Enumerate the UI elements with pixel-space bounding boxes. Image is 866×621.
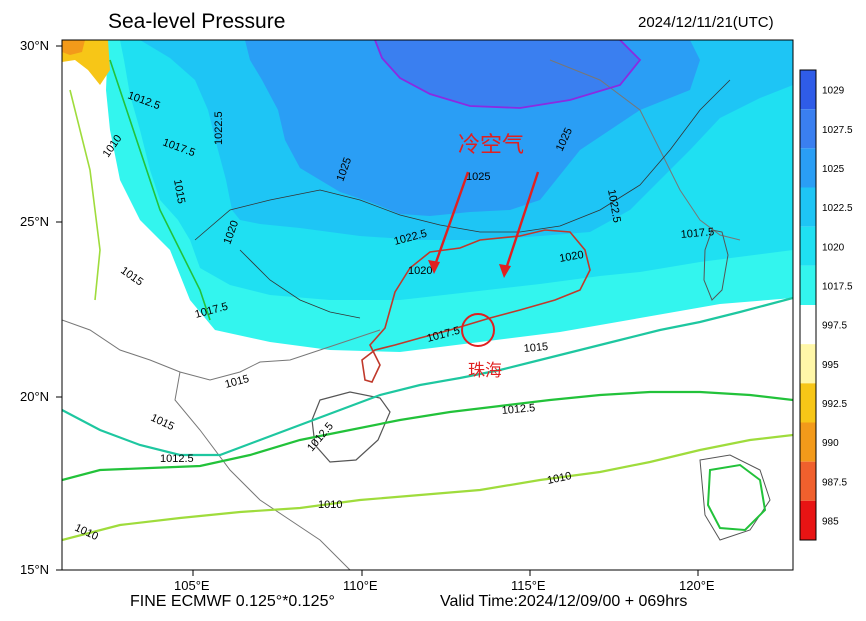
colorbar-label: 1029 — [822, 86, 845, 97]
cold-air-arrows — [428, 171, 540, 278]
colorbar-label: 990 — [822, 438, 839, 449]
zhuhai-marker-circle — [461, 313, 495, 347]
colorbar-label: 1025 — [822, 164, 845, 175]
contour-label: 1010 — [318, 499, 342, 511]
contour-label: 1022.5 — [213, 111, 225, 145]
contour-1012-5-line — [62, 390, 793, 482]
lon-label-120: 120°E — [679, 578, 715, 593]
contour-1027-5 — [374, 40, 642, 109]
colorbar-label: 1027.5 — [822, 125, 853, 136]
colorbar-swatch — [800, 422, 816, 462]
colorbar-swatch — [800, 383, 816, 423]
colorbar-swatch — [800, 226, 816, 266]
arrow-right — [503, 171, 540, 273]
colorbar-label: 985 — [822, 516, 839, 527]
pressure-area-low-core — [62, 40, 85, 55]
colorbar-frame — [799, 69, 817, 541]
lat-label-25: 25°N — [20, 214, 49, 229]
contour-label: 1010 — [546, 470, 572, 487]
lon-label-105: 105°E — [174, 578, 210, 593]
contour-label: 1020 — [558, 249, 584, 265]
arrow-left — [432, 171, 470, 269]
colorbar-swatch — [800, 461, 816, 501]
contour-1010-west — [69, 89, 101, 301]
map-frame — [61, 39, 794, 571]
coastline-vietnam — [174, 371, 351, 570]
lat-label-30: 30°N — [20, 38, 49, 53]
cold-air-label: 冷空气 — [458, 132, 524, 157]
colorbar-swatch — [800, 305, 816, 345]
colorbar-swatch — [800, 265, 816, 305]
valid-time-label: Valid Time:2024/12/09/00 + 069hrs — [440, 593, 688, 610]
latitude-axis: 30°N 25°N 20°N 15°N — [20, 38, 62, 577]
colorbar-label: 1017.5 — [822, 281, 853, 292]
contour-1015-line — [62, 296, 793, 457]
arrow-right-head — [499, 264, 511, 278]
lon-label-115: 115°E — [511, 578, 546, 593]
contour-label: 1025 — [466, 171, 490, 183]
taiwan-island — [703, 229, 729, 301]
contour-label: 1017.5 — [680, 226, 715, 241]
colorbar-label: 1022.5 — [822, 203, 853, 214]
zhuhai-label: 珠海 — [468, 361, 502, 380]
coastline-east — [549, 59, 741, 241]
longitude-axis: 105°E 110°E 115°E 120°E — [174, 570, 715, 593]
map-title: Sea-level Pressure — [108, 10, 286, 33]
lon-label-110: 110°E — [343, 578, 378, 593]
arrow-left-head — [428, 260, 440, 274]
colorbar-label: 992.5 — [822, 399, 847, 410]
colorbar-swatch — [800, 148, 816, 188]
hainan-island — [311, 391, 391, 463]
colorbar-swatch — [800, 109, 816, 149]
colorbar-label: 1020 — [822, 242, 845, 253]
contour-1012-5-west — [109, 59, 211, 321]
colorbar-swatch — [800, 70, 816, 110]
contour-label: 1020 — [408, 265, 432, 277]
contour-philippines — [706, 463, 767, 532]
model-label: FINE ECMWF 0.125°*0.125° — [130, 593, 335, 610]
guangdong-outline — [361, 229, 591, 383]
colorbar-swatch — [800, 500, 816, 540]
colorbar-label: 997.5 — [822, 321, 847, 332]
contour-label: 1015 — [171, 178, 187, 204]
colorbar: 1029 1027.5 1025 1022.5 1020 1017.5 997.5 995 99… — [799, 69, 853, 541]
lat-label-15: 15°N — [20, 562, 49, 577]
province-borders-north — [194, 79, 731, 241]
colorbar-swatch — [800, 344, 816, 384]
contour-1010-line — [62, 433, 793, 542]
contour-label: 1012.5 — [501, 402, 536, 417]
contour-label: 1012.5 — [160, 453, 194, 465]
contour-label: 1022.5 — [605, 188, 623, 223]
colorbar-label: 995 — [822, 360, 839, 371]
contour-label: 1015 — [523, 341, 548, 355]
pressure-area-1027-5 — [375, 40, 640, 108]
forecast-datetime: 2024/12/11/21(UTC) — [638, 14, 774, 31]
coastline-gulf — [62, 319, 381, 381]
lat-label-20: 20°N — [20, 389, 49, 404]
province-borders-west — [239, 249, 361, 319]
colorbar-swatch — [800, 187, 816, 227]
colorbar-label: 987.5 — [822, 477, 847, 488]
